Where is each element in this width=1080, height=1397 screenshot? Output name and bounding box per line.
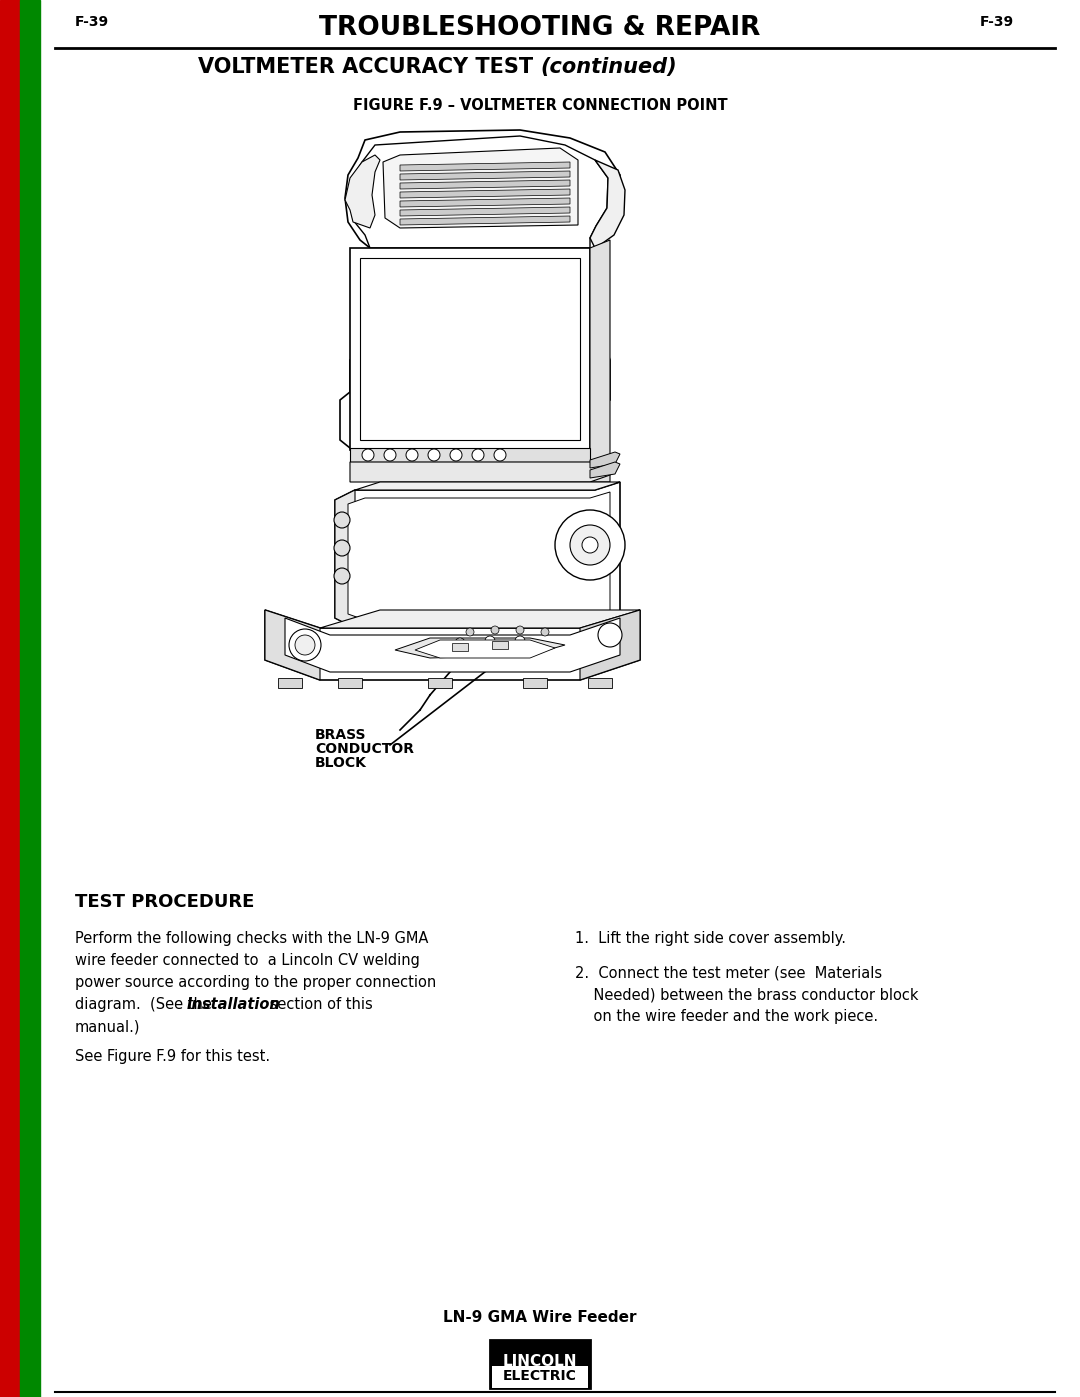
Polygon shape	[590, 462, 620, 478]
Polygon shape	[415, 640, 555, 658]
Circle shape	[450, 448, 462, 461]
Bar	[21, 0, 40, 1397]
Text: Return to Master TOC: Return to Master TOC	[26, 788, 35, 891]
Text: manual.): manual.)	[75, 1018, 140, 1034]
Text: (continued): (continued)	[540, 57, 677, 77]
Polygon shape	[428, 678, 453, 687]
Circle shape	[465, 629, 474, 636]
Text: Return to Section TOC: Return to Section TOC	[5, 457, 14, 563]
Circle shape	[541, 629, 549, 636]
Polygon shape	[590, 240, 610, 482]
Text: Return to Section TOC: Return to Section TOC	[5, 787, 14, 893]
Polygon shape	[350, 249, 590, 450]
Circle shape	[428, 448, 440, 461]
Polygon shape	[590, 161, 625, 249]
Polygon shape	[335, 490, 355, 629]
Circle shape	[515, 636, 525, 645]
Circle shape	[598, 623, 622, 647]
Polygon shape	[453, 643, 468, 651]
Polygon shape	[320, 610, 640, 629]
Text: Return to Master TOC: Return to Master TOC	[26, 138, 35, 242]
Text: ELECTRIC: ELECTRIC	[503, 1369, 577, 1383]
Text: See Figure F.9 for this test.: See Figure F.9 for this test.	[75, 1049, 270, 1065]
Text: Needed) between the brass conductor block: Needed) between the brass conductor bloc…	[575, 988, 918, 1002]
Circle shape	[472, 448, 484, 461]
Circle shape	[491, 626, 499, 634]
Circle shape	[455, 638, 465, 648]
Text: TEST PROCEDURE: TEST PROCEDURE	[75, 893, 255, 911]
Polygon shape	[400, 217, 570, 225]
Polygon shape	[345, 155, 380, 228]
Circle shape	[384, 448, 396, 461]
Text: Return to Section TOC: Return to Section TOC	[5, 137, 14, 243]
Bar	[0, 0, 21, 1397]
Polygon shape	[340, 130, 620, 450]
Circle shape	[334, 511, 350, 528]
Polygon shape	[395, 638, 565, 658]
Polygon shape	[400, 198, 570, 207]
Circle shape	[362, 448, 374, 461]
Text: Return to Master TOC: Return to Master TOC	[26, 458, 35, 562]
Text: Perform the following checks with the LN-9 GMA: Perform the following checks with the LN…	[75, 930, 429, 946]
Polygon shape	[400, 162, 570, 170]
Circle shape	[570, 525, 610, 564]
Polygon shape	[400, 180, 570, 189]
Circle shape	[289, 629, 321, 661]
Circle shape	[582, 536, 598, 553]
Polygon shape	[400, 170, 570, 180]
Polygon shape	[265, 610, 320, 680]
Text: TROUBLESHOOTING & REPAIR: TROUBLESHOOTING & REPAIR	[320, 15, 760, 41]
Text: LINCOLN: LINCOLN	[503, 1355, 577, 1369]
Circle shape	[516, 626, 524, 634]
Polygon shape	[523, 678, 546, 687]
Circle shape	[494, 448, 507, 461]
Circle shape	[334, 541, 350, 556]
Circle shape	[485, 636, 495, 645]
Text: 2.  Connect the test meter (see  Materials: 2. Connect the test meter (see Materials	[575, 965, 882, 981]
Text: diagram.  (See the: diagram. (See the	[75, 997, 216, 1011]
Text: wire feeder connected to  a Lincoln CV welding: wire feeder connected to a Lincoln CV we…	[75, 953, 420, 968]
Text: 1.  Lift the right side cover assembly.: 1. Lift the right side cover assembly.	[575, 930, 846, 946]
Text: VOLTMETER ACCURACY TEST: VOLTMETER ACCURACY TEST	[198, 57, 540, 77]
Polygon shape	[348, 492, 610, 620]
Polygon shape	[588, 678, 612, 687]
Polygon shape	[350, 455, 610, 482]
Text: Installation: Installation	[187, 997, 281, 1011]
Polygon shape	[400, 207, 570, 217]
Polygon shape	[400, 189, 570, 198]
Text: BRASS: BRASS	[315, 728, 366, 742]
Text: CONDUCTOR: CONDUCTOR	[315, 742, 414, 756]
Polygon shape	[590, 453, 620, 468]
Polygon shape	[335, 482, 620, 629]
Text: LN-9 GMA Wire Feeder: LN-9 GMA Wire Feeder	[443, 1310, 637, 1324]
Text: section of this: section of this	[265, 997, 373, 1011]
Text: ®: ®	[580, 1351, 588, 1356]
Polygon shape	[492, 641, 508, 650]
Text: Return to Section TOC: Return to Section TOC	[5, 1087, 14, 1193]
Text: FIGURE F.9 – VOLTMETER CONNECTION POINT: FIGURE F.9 – VOLTMETER CONNECTION POINT	[353, 98, 727, 113]
Polygon shape	[285, 617, 620, 672]
Polygon shape	[338, 678, 362, 687]
Text: Return to Master TOC: Return to Master TOC	[26, 1088, 35, 1192]
Circle shape	[406, 448, 418, 461]
Circle shape	[555, 510, 625, 580]
Polygon shape	[350, 448, 590, 462]
Polygon shape	[580, 610, 640, 680]
Text: power source according to the proper connection: power source according to the proper con…	[75, 975, 436, 990]
Text: F-39: F-39	[75, 15, 109, 29]
Text: F-39: F-39	[980, 15, 1014, 29]
Polygon shape	[350, 136, 608, 249]
FancyBboxPatch shape	[490, 1340, 590, 1389]
Circle shape	[334, 569, 350, 584]
Text: BLOCK: BLOCK	[315, 756, 367, 770]
Polygon shape	[360, 258, 580, 440]
Circle shape	[295, 636, 315, 655]
Polygon shape	[355, 482, 620, 490]
Polygon shape	[265, 610, 640, 680]
FancyBboxPatch shape	[492, 1366, 588, 1389]
Polygon shape	[278, 678, 302, 687]
Text: on the wire feeder and the work piece.: on the wire feeder and the work piece.	[575, 1009, 878, 1024]
Polygon shape	[383, 148, 578, 228]
